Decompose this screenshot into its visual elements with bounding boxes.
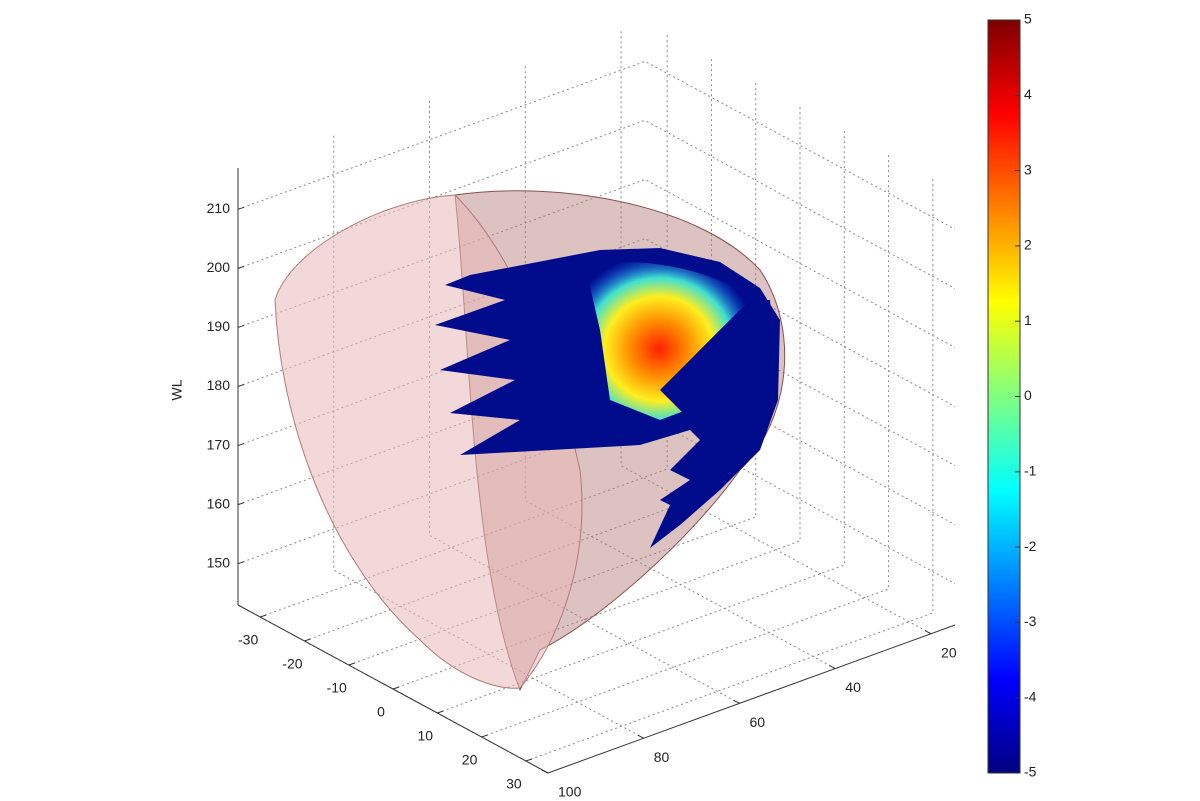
z-tick [237,502,245,506]
y-tick-label: 60 [750,714,766,730]
z-tick-label: 180 [207,377,231,393]
x-tick-label: 30 [506,776,522,792]
colorbar-tick-label: -3 [1024,613,1037,629]
y-tick-label: 100 [558,784,582,800]
colorbar-tick-label: 1 [1024,312,1032,328]
z-tick [237,206,245,210]
x-tick [392,686,400,690]
x-tick-label: -20 [282,656,302,672]
y-tick [733,699,740,704]
y-axis [547,624,956,774]
x-tick-label: 0 [377,704,385,720]
heat-patch [585,261,750,420]
colorbar-bar [987,19,1021,774]
x-tick [348,662,355,666]
colorbar-tick-label: 4 [1024,86,1032,102]
x-tick-label: 10 [417,728,433,744]
y-tick [829,665,836,669]
y-tick-label: 20 [941,644,957,660]
z-tick-label: 150 [207,554,231,570]
z-tick-label: 170 [207,436,231,452]
z-tick-label: 200 [207,259,231,275]
z-tick-label: 160 [207,495,231,511]
z-tick-label: 210 [207,200,231,216]
x-tick [481,734,488,738]
z-tick [237,443,245,447]
colorbar-tick-label: 0 [1024,387,1032,403]
y-tick [637,734,644,739]
colorbar-tick-label: -5 [1024,764,1037,780]
x-tick [437,710,444,714]
colorbar-tick-label: -4 [1024,688,1037,704]
y-tick [924,630,932,635]
y-tick-label: 40 [845,679,861,695]
z-tick [237,265,245,269]
x-tick-label: -10 [327,680,347,696]
y-tick-label: 80 [654,749,670,765]
z-axis-label: WL [169,379,185,400]
colorbar-tick-label: 3 [1024,161,1032,177]
colorbar-tick-label: -2 [1024,538,1037,554]
x-tick [525,758,533,762]
x-tick [259,614,267,618]
z-tick [237,561,245,565]
surface [274,190,786,692]
z-tick [237,384,245,387]
z-tick [237,324,245,328]
colorbar: -5 -4 -3 -2 -1 0 1 2 3 4 5 [987,11,1037,780]
x-axis [237,604,549,774]
z-tick-label: 190 [207,318,231,334]
axes: 150 160 170 180 190 200 210 -30 -20 -10 0 10 20 30 20 4… [207,168,957,800]
colorbar-tick-label: 5 [1024,11,1032,27]
x-tick [304,638,311,642]
inner-wedge [660,300,778,440]
x-tick-label: -30 [238,632,258,648]
colorbar-tick-label: -1 [1024,463,1037,479]
colorbar-tick-label: 2 [1024,237,1032,253]
x-tick-label: 20 [462,752,478,768]
